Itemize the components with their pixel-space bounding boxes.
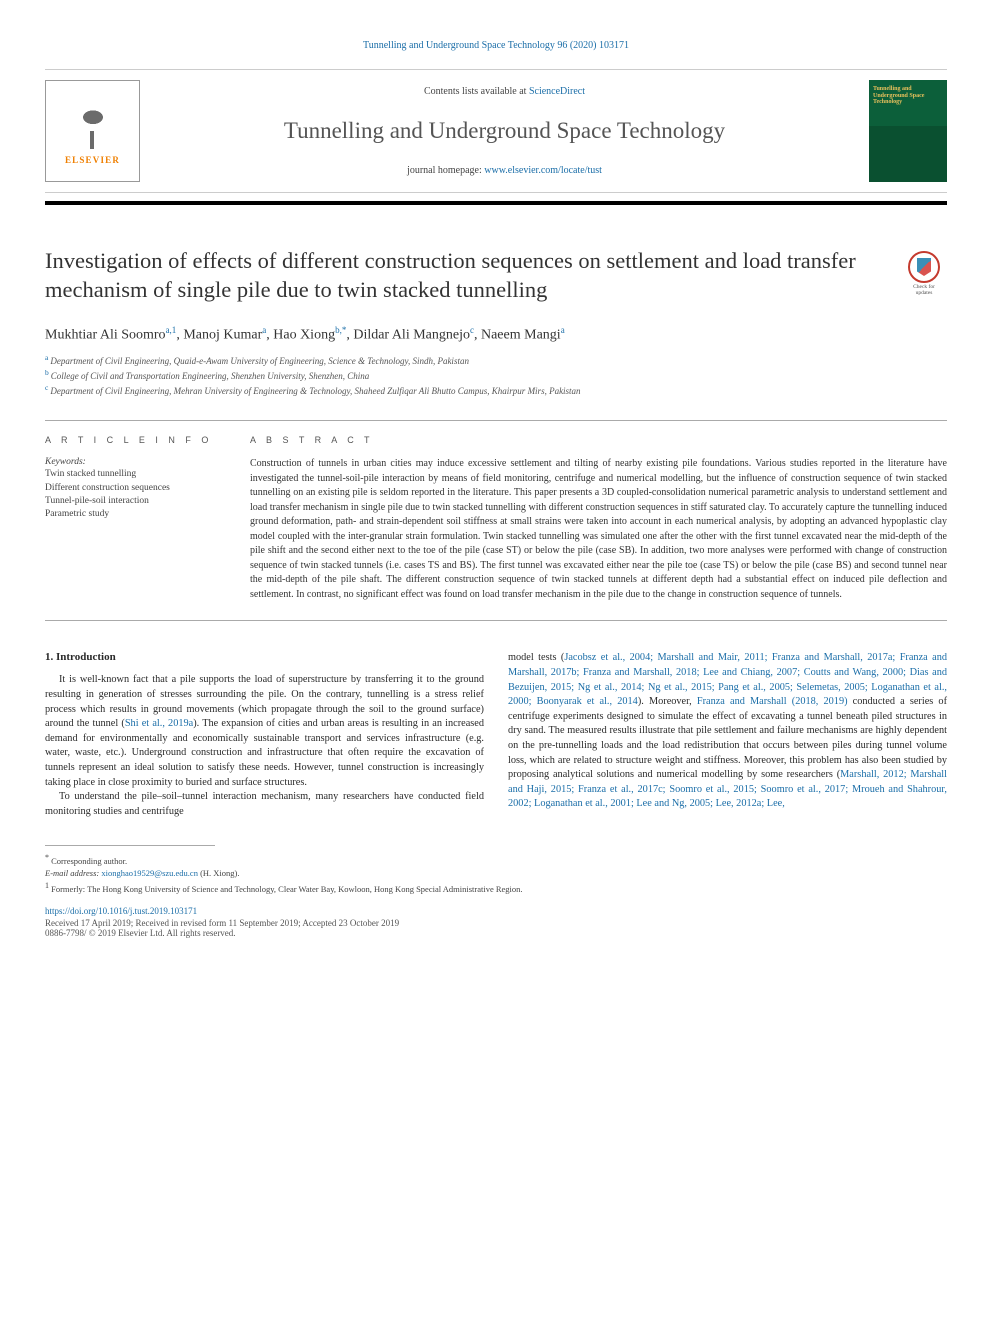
homepage-line: journal homepage: www.elsevier.com/locat… xyxy=(150,165,859,176)
elsevier-tree-icon xyxy=(58,98,128,153)
bookmark-icon xyxy=(917,258,931,276)
copyright-line: 0886-7798/ © 2019 Elsevier Ltd. All righ… xyxy=(45,928,947,938)
intro-paragraph-2: To understand the pile–soil–tunnel inter… xyxy=(45,790,484,819)
affiliations-list: aDepartment of Civil Engineering, Quaid-… xyxy=(45,353,947,398)
journal-cover-title: Tunnelling and Underground Space Technol… xyxy=(873,86,943,106)
affiliation-text: Department of Civil Engineering, Mehran … xyxy=(50,386,580,396)
keyword-item: Tunnel-pile-soil interaction xyxy=(45,495,228,508)
contents-prefix: Contents lists available at xyxy=(424,86,529,97)
citation-link[interactable]: Shi et al., 2019a xyxy=(125,718,193,729)
abstract-heading: A B S T R A C T xyxy=(250,435,947,445)
author-name: Mukhtiar Ali Soomro xyxy=(45,327,166,342)
author-name: Dildar Ali Mangnejo xyxy=(353,327,470,342)
author-affiliation-marker: a xyxy=(561,325,565,335)
author-name: Naeem Mangi xyxy=(481,327,561,342)
journal-cover-thumbnail: Tunnelling and Underground Space Technol… xyxy=(869,80,947,182)
author-affiliation-marker: a,1 xyxy=(166,325,177,335)
email-label: E-mail address: xyxy=(45,868,101,878)
keyword-item: Twin stacked tunnelling xyxy=(45,468,228,481)
formerly-note: 1 Formerly: The Hong Kong University of … xyxy=(45,880,947,896)
footnote-rule xyxy=(45,845,215,846)
email-line: E-mail address: xionghao19529@szu.edu.cn… xyxy=(45,868,947,880)
check-updates-label: Check forupdates xyxy=(901,285,947,296)
keyword-item: Different construction sequences xyxy=(45,482,228,495)
received-dates: Received 17 April 2019; Received in revi… xyxy=(45,918,947,928)
homepage-link[interactable]: www.elsevier.com/locate/tust xyxy=(484,165,602,176)
contents-available-line: Contents lists available at ScienceDirec… xyxy=(150,86,859,97)
author-affiliation-marker: c xyxy=(470,325,474,335)
journal-reference-link[interactable]: Tunnelling and Underground Space Technol… xyxy=(363,40,629,51)
citation-link[interactable]: Franza and Marshall (2018, 2019) xyxy=(697,696,848,707)
affiliation-text: College of Civil and Transportation Engi… xyxy=(51,371,369,381)
affiliation-text: Department of Civil Engineering, Quaid-e… xyxy=(50,356,469,366)
intro-paragraph-continued: model tests (Jacobsz et al., 2004; Marsh… xyxy=(508,651,947,812)
journal-name: Tunnelling and Underground Space Technol… xyxy=(150,118,859,144)
homepage-prefix: journal homepage: xyxy=(407,165,484,176)
elsevier-logo: ELSEVIER xyxy=(45,80,140,182)
check-updates-icon xyxy=(908,251,940,283)
author-affiliation-marker: b,* xyxy=(335,325,346,335)
check-updates-badge[interactable]: Check forupdates xyxy=(901,251,947,297)
abstract-text: Construction of tunnels in urban cities … xyxy=(250,457,947,602)
intro-paragraph-1: It is well-known fact that a pile suppor… xyxy=(45,673,484,790)
elsevier-wordmark: ELSEVIER xyxy=(65,155,120,165)
introduction-heading: 1. Introduction xyxy=(45,651,484,663)
corresponding-email-link[interactable]: xionghao19529@szu.edu.cn xyxy=(101,868,198,878)
article-info-heading: A R T I C L E I N F O xyxy=(45,435,228,445)
journal-header-bar: ELSEVIER Contents lists available at Sci… xyxy=(45,69,947,193)
keywords-label: Keywords: xyxy=(45,457,228,467)
header-rule xyxy=(45,201,947,205)
authors-list: Mukhtiar Ali Soomroa,1, Manoj Kumara, Ha… xyxy=(45,325,947,344)
sciencedirect-link[interactable]: ScienceDirect xyxy=(529,86,585,97)
author-affiliation-marker: a xyxy=(262,325,266,335)
author-name: Hao Xiong xyxy=(273,327,335,342)
corresponding-author-note: * Corresponding author. xyxy=(45,852,947,868)
author-name: Manoj Kumar xyxy=(183,327,262,342)
keyword-item: Parametric study xyxy=(45,508,228,521)
journal-reference-top: Tunnelling and Underground Space Technol… xyxy=(45,40,947,51)
doi-link[interactable]: https://doi.org/10.1016/j.tust.2019.1031… xyxy=(45,906,947,916)
article-title: Investigation of effects of different co… xyxy=(45,247,881,305)
